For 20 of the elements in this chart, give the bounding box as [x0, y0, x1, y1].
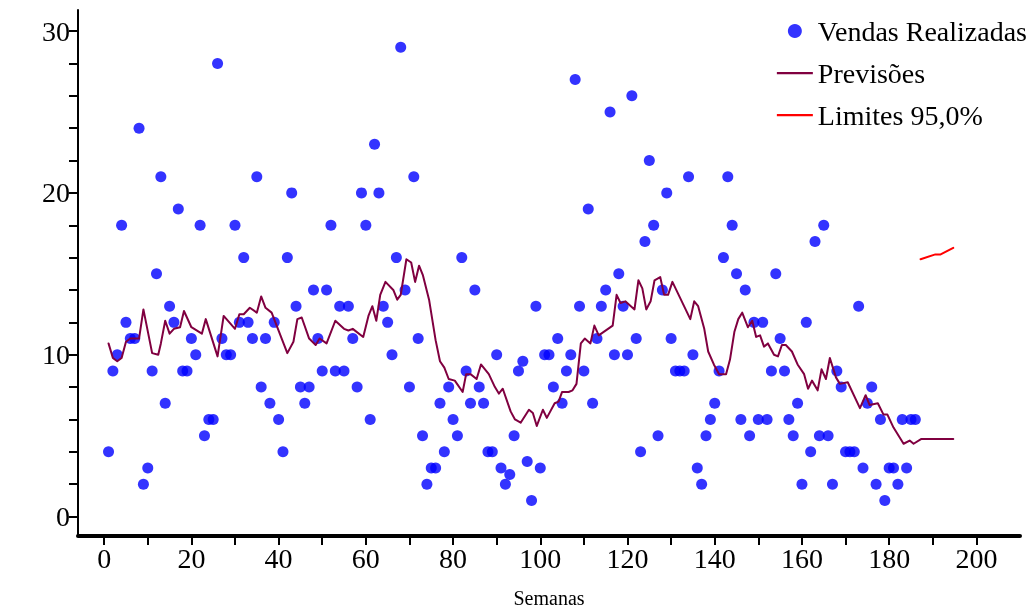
y-tick-label: 0	[56, 501, 70, 533]
x-tick-label: 80	[439, 542, 468, 574]
y-tick-label: 20	[42, 177, 70, 209]
legend-label: Vendas Realizadas	[817, 15, 1027, 47]
legend-label: Limites 95,0%	[817, 99, 983, 131]
line-series	[107, 258, 955, 445]
legend-label: Previsões	[817, 57, 926, 89]
x-tick-label: 40	[264, 542, 293, 574]
x-tick-label: 60	[351, 542, 380, 574]
x-tick-label: 20	[177, 542, 206, 574]
y-tick-label: 30	[42, 15, 70, 47]
x-tick-label: 160	[780, 542, 823, 574]
y-tick-label: 10	[42, 339, 70, 371]
x-axis-title: Semanas	[513, 587, 585, 609]
x-tick-label: 100	[519, 542, 562, 574]
x-tick-label: 120	[606, 542, 649, 574]
x-tick-label: 180	[868, 542, 911, 574]
x-tick-label: 0	[97, 542, 112, 574]
x-tick-label: 140	[693, 542, 736, 574]
x-tick-label: 200	[955, 542, 998, 574]
